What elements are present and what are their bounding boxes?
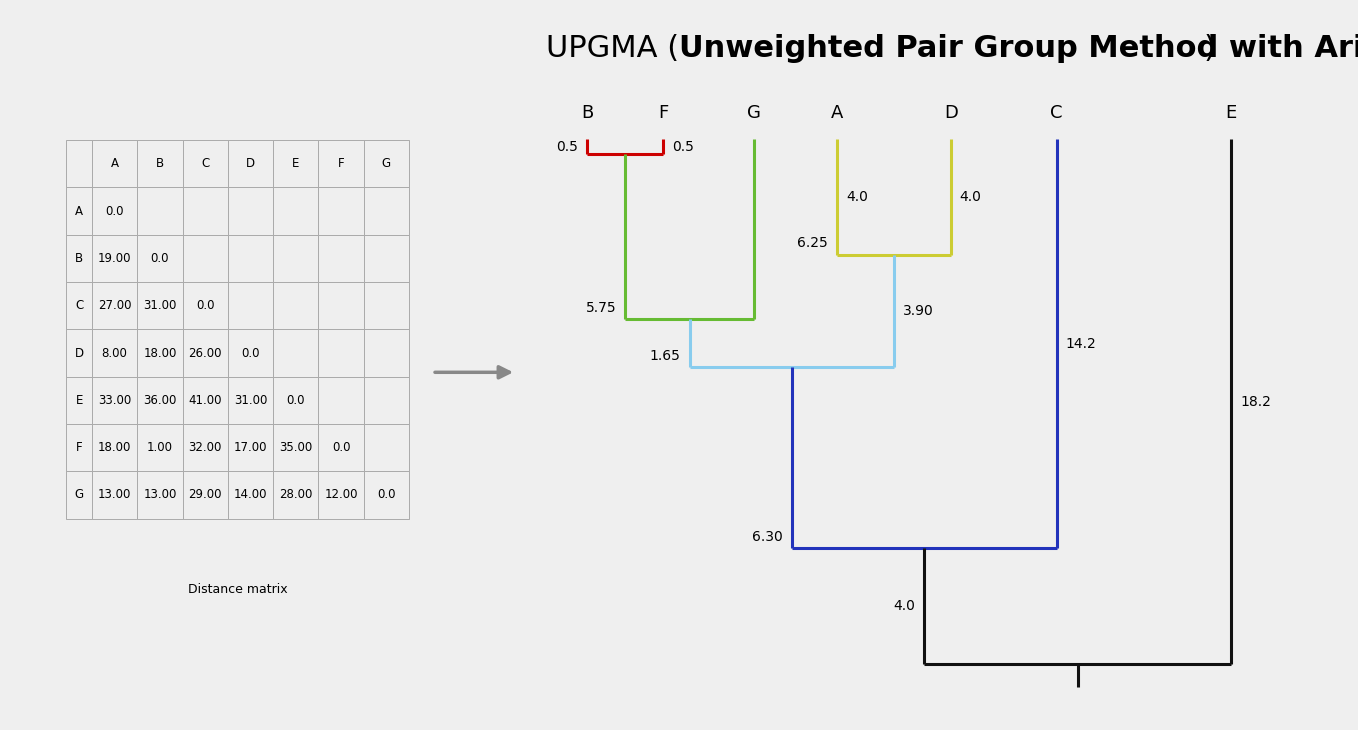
Text: 1.65: 1.65 — [649, 349, 680, 363]
Text: F: F — [657, 104, 668, 122]
Text: E: E — [1225, 104, 1237, 122]
Text: 18.2: 18.2 — [1240, 394, 1271, 409]
Text: 6.30: 6.30 — [752, 530, 782, 544]
Text: 6.25: 6.25 — [797, 237, 828, 250]
Text: 14.2: 14.2 — [1066, 337, 1096, 351]
Text: C: C — [1051, 104, 1063, 122]
Text: B: B — [581, 104, 593, 122]
Text: D: D — [944, 104, 957, 122]
Text: 0.5: 0.5 — [557, 139, 579, 153]
Text: UPGMA (: UPGMA ( — [546, 34, 679, 63]
Text: 4.0: 4.0 — [894, 599, 915, 613]
Text: Unweighted Pair Group Method with Arithmetic Mean: Unweighted Pair Group Method with Arithm… — [679, 34, 1358, 63]
Text: G: G — [747, 104, 760, 122]
Text: 4.0: 4.0 — [846, 190, 868, 204]
Text: 5.75: 5.75 — [585, 301, 617, 315]
Text: 3.90: 3.90 — [903, 304, 934, 318]
Text: 4.0: 4.0 — [960, 190, 982, 204]
Text: A: A — [831, 104, 843, 122]
Text: ): ) — [1203, 34, 1215, 63]
Text: Distance matrix: Distance matrix — [187, 583, 288, 596]
Text: 0.5: 0.5 — [672, 139, 694, 153]
